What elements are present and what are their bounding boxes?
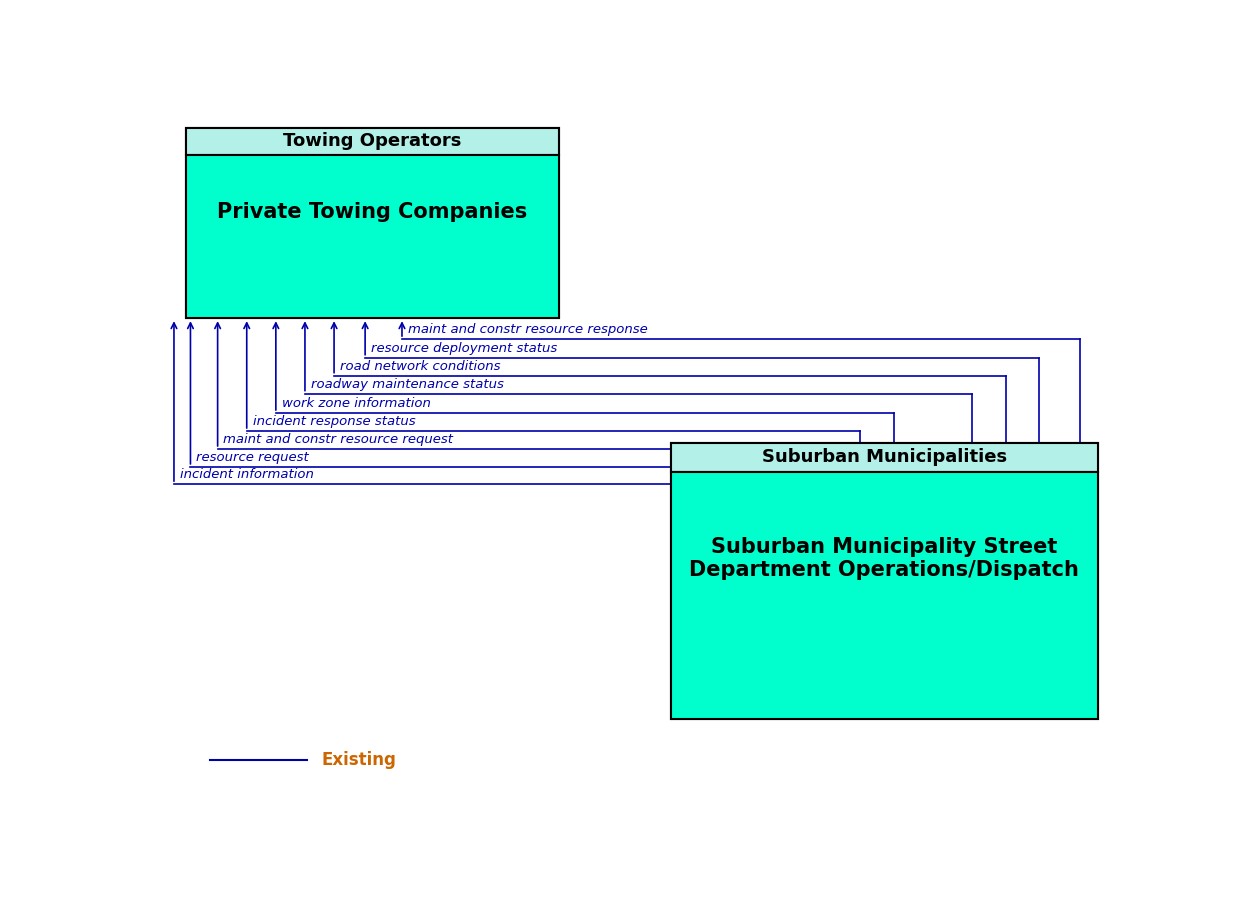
Text: maint and constr resource request: maint and constr resource request [223,433,453,446]
Text: road network conditions: road network conditions [339,360,501,373]
Bar [185,128,560,318]
Text: resource request: resource request [197,451,309,464]
Text: Private Towing Companies: Private Towing Companies [218,202,527,222]
Text: Towing Operators: Towing Operators [283,133,462,151]
Text: Suburban Municipalities: Suburban Municipalities [761,448,1007,466]
Bar [185,154,560,318]
Text: work zone information: work zone information [282,397,431,410]
Bar [185,128,560,154]
Bar [671,442,1098,472]
Text: incident response status: incident response status [253,415,416,428]
Bar [671,472,1098,718]
Text: resource deployment status: resource deployment status [371,342,557,355]
Text: roadway maintenance status: roadway maintenance status [310,378,503,391]
Bar [671,442,1098,718]
Text: Existing: Existing [322,752,397,770]
Text: maint and constr resource response: maint and constr resource response [408,323,647,336]
Text: Suburban Municipality Street
Department Operations/Dispatch: Suburban Municipality Street Department … [690,536,1079,579]
Text: incident information: incident information [180,468,314,482]
